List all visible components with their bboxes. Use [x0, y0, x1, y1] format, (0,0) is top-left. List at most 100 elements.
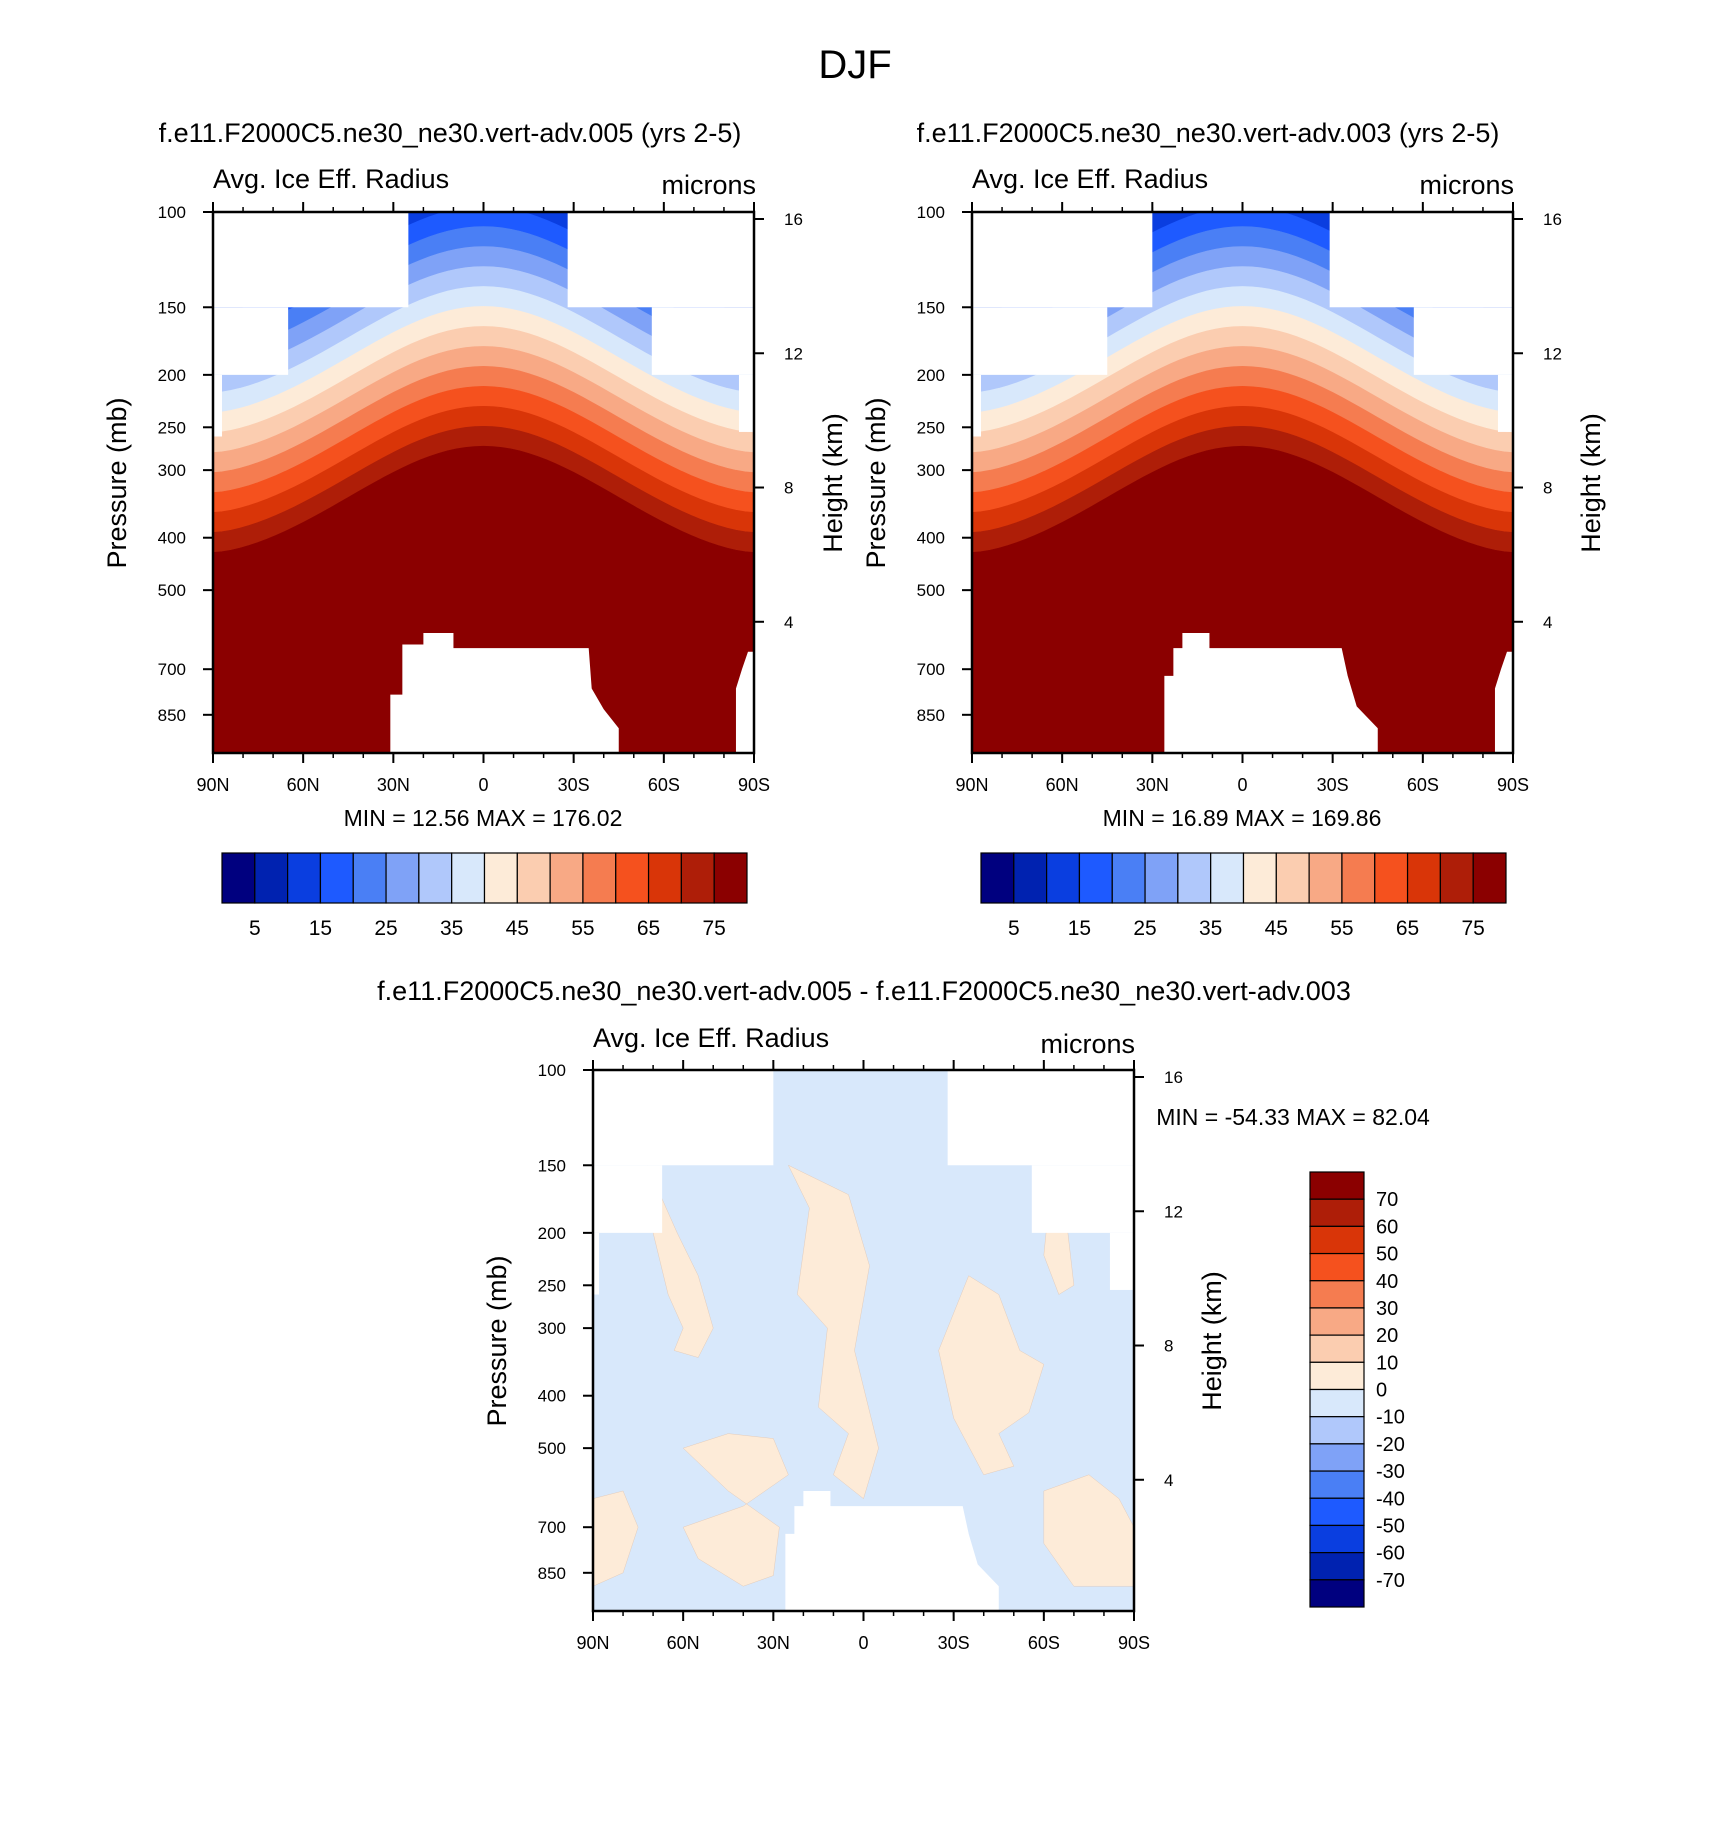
- colorbar-label: -30: [1376, 1461, 1405, 1483]
- x-tick-label: 60S: [1407, 775, 1439, 795]
- height-tick-label: 12: [1543, 344, 1562, 363]
- colorbar-swatch: [680, 852, 715, 904]
- colorbar-swatch: [483, 852, 518, 904]
- colorbar-swatch: [1013, 852, 1048, 904]
- y-tick-label: 200: [917, 366, 945, 385]
- colorbar-swatch: [1275, 852, 1310, 904]
- surface-mask: [390, 632, 619, 753]
- variable-label: Avg. Ice Eff. Radius: [593, 1023, 829, 1053]
- colorbar-label: -70: [1376, 1570, 1405, 1592]
- colorbar-label: 40: [1376, 1271, 1398, 1293]
- colorbar-swatch: [319, 852, 354, 904]
- missing-data-mask: [593, 1165, 663, 1233]
- colorbar-swatch: [1309, 1579, 1365, 1608]
- missing-data-mask: [567, 212, 754, 308]
- missing-data-mask: [972, 374, 982, 437]
- colorbar-label: 30: [1376, 1298, 1398, 1320]
- y-tick-label: 300: [538, 1319, 566, 1338]
- colorbar-label: 55: [1330, 917, 1353, 940]
- y-tick-label: 100: [538, 1061, 566, 1080]
- colorbar-swatch: [980, 852, 1015, 904]
- y-tick-label: 700: [538, 1518, 566, 1537]
- missing-data-mask: [213, 212, 409, 308]
- colorbar-swatch: [1309, 1198, 1365, 1227]
- y-tick-label: 850: [538, 1564, 566, 1583]
- contour-plot-area: 90N 60N 30N 0 30S 60S 90S 100 150 200 250 300 400 500…: [538, 1060, 1183, 1653]
- contour-fill-layer: [972, 212, 1513, 753]
- contour-band: [787, 1164, 879, 1500]
- colorbar-label: -40: [1376, 1488, 1405, 1510]
- x-tick-label: 0: [478, 775, 488, 795]
- panel-title: f.e11.F2000C5.ne30_ne30.vert-adv.003 (yr…: [917, 118, 1500, 148]
- colorbar-label: 5: [249, 917, 261, 940]
- x-tick-label: 60N: [667, 1633, 700, 1653]
- y-tick-label: 200: [538, 1224, 566, 1243]
- x-tick-label: 30N: [757, 1633, 790, 1653]
- colorbar: 5 15 25 35 45 55 65 75: [980, 852, 1507, 940]
- colorbar-label: 55: [571, 917, 594, 940]
- colorbar-label: 60: [1376, 1216, 1398, 1238]
- colorbar-label: 35: [440, 917, 463, 940]
- contour-band: [646, 1165, 714, 1358]
- height-tick-label: 4: [784, 613, 793, 632]
- colorbar-label: 45: [1265, 917, 1288, 940]
- colorbar: 70 60 50 40 30 20 10 0 -10 -20 -30 -40 -50 -60 -70: [1309, 1171, 1405, 1608]
- x-tick-label: 30S: [558, 775, 590, 795]
- variable-label: Avg. Ice Eff. Radius: [213, 164, 449, 194]
- colorbar-swatch: [1242, 852, 1277, 904]
- colorbar-label: -50: [1376, 1515, 1405, 1537]
- x-tick-label: 30N: [377, 775, 410, 795]
- panel-title: f.e11.F2000C5.ne30_ne30.vert-adv.005 - f…: [377, 976, 1351, 1006]
- height-tick-label: 8: [1164, 1337, 1173, 1356]
- colorbar-label: 35: [1199, 917, 1222, 940]
- colorbar-swatch: [254, 852, 289, 904]
- colorbar-swatch: [352, 852, 387, 904]
- missing-data-mask: [593, 1232, 600, 1295]
- units-label: microns: [1040, 1029, 1135, 1059]
- colorbar-swatch: [1309, 1334, 1365, 1363]
- min-max-stats: MIN = 16.89 MAX = 169.86: [1103, 805, 1382, 831]
- colorbar-label: -10: [1376, 1407, 1405, 1429]
- colorbar-label: 10: [1376, 1352, 1398, 1374]
- missing-data-mask: [1497, 374, 1513, 432]
- colorbar-swatch: [1309, 1552, 1365, 1581]
- colorbar-swatch: [1144, 852, 1179, 904]
- x-tick-label: 90N: [955, 775, 988, 795]
- height-tick-label: 12: [1164, 1202, 1183, 1221]
- surface-mask: [785, 1490, 999, 1611]
- height-tick-label: 16: [1543, 210, 1562, 229]
- colorbar-swatch: [1309, 1388, 1365, 1418]
- height-tick-label: 8: [784, 479, 793, 498]
- y-tick-label: 100: [917, 203, 945, 222]
- x-tick-label: 60N: [287, 775, 320, 795]
- contour-band: [1043, 1474, 1134, 1587]
- x-tick-label: 90S: [1118, 1633, 1150, 1653]
- contour-fill-layer: [213, 212, 754, 753]
- height-tick-label: 4: [1543, 613, 1552, 632]
- missing-data-mask: [947, 1070, 1134, 1166]
- x-tick-label: 90N: [576, 1633, 609, 1653]
- colorbar-label: 20: [1376, 1325, 1398, 1347]
- surface-mask: [735, 651, 754, 753]
- y-tick-label: 250: [158, 418, 186, 437]
- x-tick-label: 60N: [1046, 775, 1079, 795]
- y-tick-label: 500: [538, 1439, 566, 1458]
- x-tick-label: 30S: [1317, 775, 1349, 795]
- y-tick-label: 300: [158, 461, 186, 480]
- colorbar-swatch: [549, 852, 584, 904]
- y-tick-label: 400: [158, 529, 186, 548]
- colorbar-swatch: [1439, 852, 1474, 904]
- y-tick-label: 150: [917, 298, 945, 317]
- colorbar-swatch: [1309, 1470, 1365, 1499]
- y-axis-label: Pressure (mb): [861, 397, 891, 568]
- contour-band: [938, 1275, 1045, 1476]
- panel-case-005: f.e11.F2000C5.ne30_ne30.vert-adv.005 (yr…: [102, 118, 848, 940]
- colorbar-swatch: [1309, 1416, 1365, 1445]
- height-tick-label: 4: [1164, 1471, 1173, 1490]
- y-axis-label: Pressure (mb): [102, 397, 132, 568]
- surface-mask: [1494, 651, 1513, 753]
- x-tick-label: 90S: [738, 775, 770, 795]
- colorbar-swatch: [1309, 1171, 1365, 1200]
- contour-band: [682, 1433, 789, 1587]
